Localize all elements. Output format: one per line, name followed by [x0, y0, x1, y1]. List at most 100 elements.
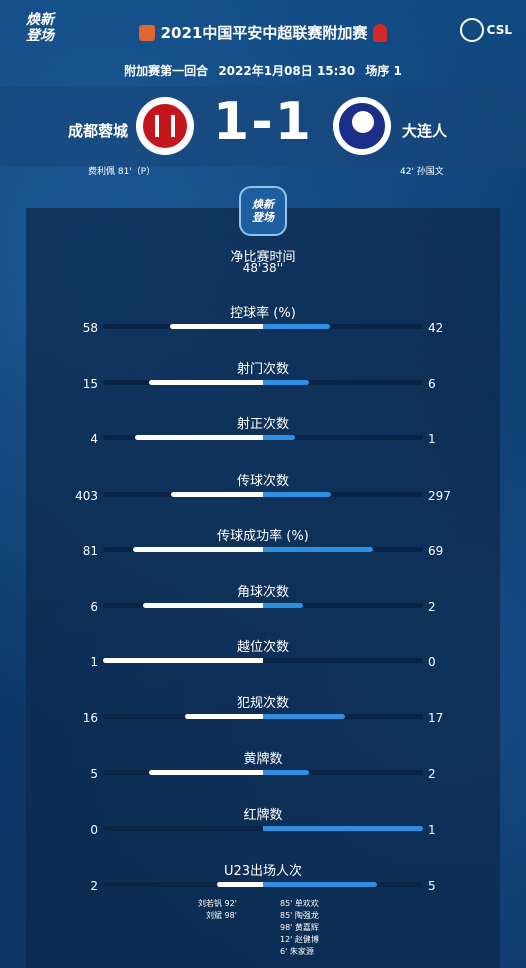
- left-logo: 焕新 登场: [14, 12, 66, 44]
- stat-away-value: 42: [428, 321, 444, 335]
- stat-label: 越位次数: [236, 640, 289, 655]
- league-badge-icon: [138, 25, 155, 41]
- stat-away-value: 5: [428, 879, 436, 893]
- stat-home-value: 1: [90, 655, 98, 669]
- u23-home-list: 刘若钒 92' 刘斌 98': [198, 898, 237, 922]
- u23-away-player: 98' 黄嘉辉: [280, 923, 319, 932]
- stat-row: 传球成功率 (%) 81 69: [0, 525, 526, 565]
- emblem-line2: 登场: [252, 211, 274, 224]
- stat-bar-track: [103, 658, 423, 663]
- left-logo-line2: 登场: [26, 28, 54, 44]
- stat-home-bar: [133, 547, 263, 552]
- stat-bar-track: [103, 324, 423, 329]
- stat-bar-track: [103, 435, 423, 440]
- stat-row: U23出场人次 2 5: [0, 860, 526, 900]
- page-title: 2021中国平安中超联赛附加赛: [0, 22, 526, 43]
- stat-away-bar: [263, 882, 377, 887]
- u23-away-player: 12' 赵健博: [280, 935, 319, 944]
- stat-row: 红牌数 0 1: [0, 804, 526, 844]
- stat-row: 犯规次数 16 17: [0, 692, 526, 732]
- stat-bar-track: [103, 603, 423, 608]
- csl-text: CSL: [486, 23, 512, 37]
- stat-away-bar: [263, 714, 345, 719]
- stat-row: 黄牌数 5 2: [0, 748, 526, 788]
- stat-row: 越位次数 1 0: [0, 636, 526, 676]
- stat-away-value: 6: [428, 377, 436, 391]
- stat-bar-track: [103, 882, 423, 887]
- stat-home-bar: [171, 492, 263, 497]
- stat-row: 传球次数 403 297: [0, 470, 526, 510]
- home-team-badge: [136, 97, 194, 155]
- page-title-text: 2021中国平安中超联赛附加赛: [160, 24, 368, 42]
- stat-label: 犯规次数: [236, 696, 289, 711]
- away-team-name: 大连人: [402, 122, 448, 140]
- stat-away-bar: [263, 826, 423, 831]
- stat-label: 传球次数: [236, 474, 289, 489]
- stat-away-value: 1: [428, 432, 436, 446]
- u23-away-player: 85' 单欢欢: [280, 899, 319, 908]
- home-scorer: 费利佩 81'（P）: [88, 167, 156, 177]
- stat-label: 控球率 (%): [230, 306, 296, 321]
- stat-home-bar: [185, 714, 263, 719]
- stat-home-bar: [135, 435, 263, 440]
- stat-bar-track: [103, 770, 423, 775]
- stat-home-value: 5: [90, 767, 98, 781]
- stat-home-value: 0: [90, 823, 98, 837]
- stat-row: 射门次数 15 6: [0, 358, 526, 398]
- u23-home-player: 刘若钒 92': [198, 899, 237, 908]
- stat-away-value: 297: [428, 489, 451, 503]
- stat-away-bar: [263, 492, 331, 497]
- net-time-value: 48'38'': [242, 261, 284, 275]
- stat-label: 射正次数: [236, 417, 289, 432]
- stat-home-bar: [149, 770, 263, 775]
- home-team-name: 成都蓉城: [68, 122, 129, 140]
- csl-logo: CSL: [459, 18, 512, 42]
- u23-home-player: 刘斌 98': [206, 911, 237, 920]
- emblem-line1: 焕新: [252, 198, 274, 211]
- stat-home-bar: [149, 380, 263, 385]
- match-datetime: 2022年1月08日 15:30: [218, 64, 356, 78]
- net-time-label: 净比赛时间: [230, 250, 296, 265]
- left-logo-line1: 焕新: [26, 12, 54, 28]
- stat-bar-track: [103, 826, 423, 831]
- stat-bar-track: [103, 547, 423, 552]
- stat-home-bar: [170, 324, 263, 329]
- stat-row: 角球次数 6 2: [0, 581, 526, 621]
- stat-away-value: 2: [428, 600, 436, 614]
- score: 1-1: [213, 92, 313, 152]
- stat-away-value: 2: [428, 767, 436, 781]
- stat-home-bar: [143, 603, 263, 608]
- stat-home-value: 4: [90, 432, 98, 446]
- stat-away-value: 0: [428, 655, 436, 669]
- stat-away-bar: [263, 324, 330, 329]
- stat-away-value: 17: [428, 711, 444, 725]
- stat-label: 角球次数: [236, 585, 289, 600]
- match-info: 附加赛第一回合 2022年1月08日 15:30 场序 1: [0, 62, 526, 79]
- stat-home-value: 81: [82, 544, 98, 558]
- match-round: 附加赛第一回合: [124, 64, 209, 78]
- sponsor-icon: [373, 24, 388, 42]
- stat-label: 传球成功率 (%): [217, 529, 309, 544]
- stat-home-bar: [103, 658, 263, 663]
- away-crest-icon: [337, 101, 387, 151]
- score-band: [0, 87, 526, 167]
- stat-home-value: 16: [82, 711, 98, 725]
- stat-away-value: 69: [428, 544, 444, 558]
- u23-away-player: 85' 陶强龙: [280, 911, 319, 920]
- stats-panel: [26, 208, 500, 968]
- stat-away-bar: [263, 603, 303, 608]
- stat-label: U23出场人次: [223, 864, 303, 879]
- stat-away-bar: [263, 380, 309, 385]
- emblem: 焕新 登场: [239, 186, 287, 236]
- stat-bar-track: [103, 714, 423, 719]
- away-team-badge: [333, 97, 391, 155]
- stat-home-bar: [217, 882, 263, 887]
- stat-bar-track: [103, 492, 423, 497]
- stat-away-bar: [263, 435, 295, 440]
- stat-home-value: 2: [90, 879, 98, 893]
- stat-home-value: 15: [82, 377, 98, 391]
- csl-ball-icon: [459, 18, 484, 42]
- away-scorer: 42' 孙国文: [400, 167, 444, 177]
- stat-away-bar: [263, 547, 373, 552]
- u23-away-player: 6' 朱家源: [280, 947, 314, 956]
